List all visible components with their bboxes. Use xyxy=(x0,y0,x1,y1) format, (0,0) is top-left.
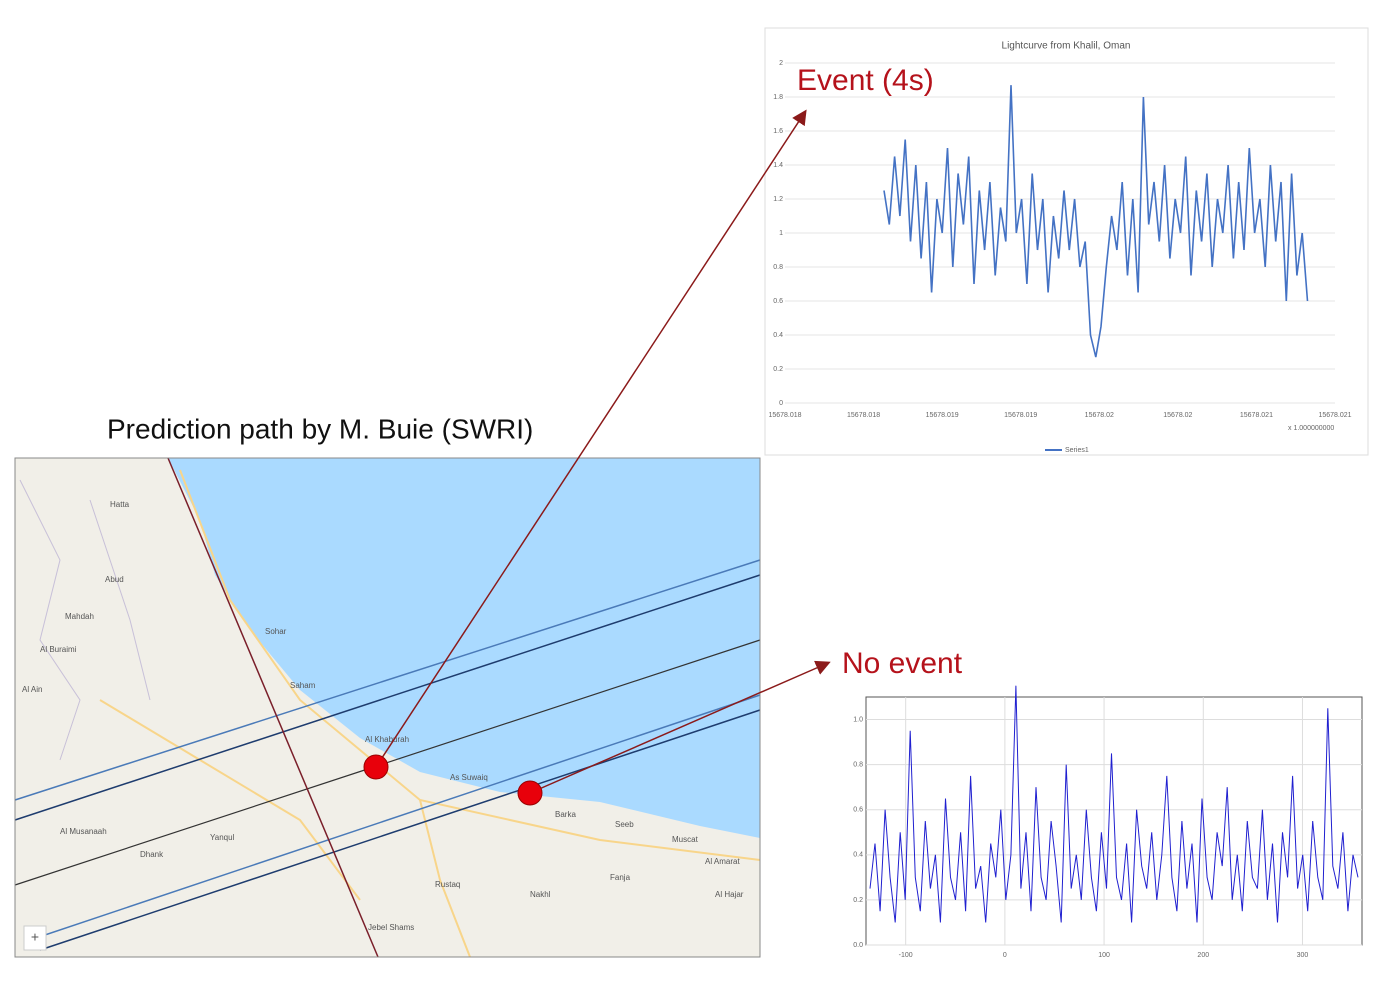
x-tick-label: 15678.018 xyxy=(847,412,880,419)
x-tick-label: 200 xyxy=(1197,952,1209,959)
map-label: Mahdah xyxy=(65,612,94,621)
x-tick-label: 0 xyxy=(1003,952,1007,959)
x-tick-label: 300 xyxy=(1297,952,1309,959)
y-tick-label: 2 xyxy=(779,60,783,67)
x-tick-label: 15678.02 xyxy=(1085,412,1114,419)
map-frame xyxy=(14,457,761,958)
map-label: Saham xyxy=(290,681,316,690)
y-tick-label: 0.2 xyxy=(853,897,863,904)
map-sea xyxy=(168,458,760,838)
y-tick-label: 1.0 xyxy=(853,716,863,723)
arrow xyxy=(529,660,831,794)
x-tick-label: 15678.018 xyxy=(768,412,801,419)
prediction-lines xyxy=(14,457,761,958)
map-roads xyxy=(99,469,761,958)
y-tick-label: 0.8 xyxy=(773,264,783,271)
chart-frame xyxy=(764,27,1369,456)
y-tick-label: 0.4 xyxy=(773,332,783,339)
map-label: Rustaq xyxy=(435,880,460,889)
x-tick-label: 15678.021 xyxy=(1240,412,1273,419)
y-tick-label: 0.2 xyxy=(773,366,783,373)
map-label: Al Amarat xyxy=(705,857,740,866)
map-label: Sohar xyxy=(265,627,287,636)
x-tick-label: 100 xyxy=(1098,952,1110,959)
y-tick-label: 0.0 xyxy=(853,942,863,949)
zoom-text[interactable]: + xyxy=(31,929,39,945)
map-label: Jebel Shams xyxy=(368,923,414,932)
map-label: Dhank xyxy=(140,850,164,859)
map-label: Hatta xyxy=(110,500,130,509)
map-label: Yanqul xyxy=(210,833,235,842)
map-title: Prediction path by M. Buie (SWRI) xyxy=(107,413,533,444)
lightcurve-chart: Lightcurve from Khalil, Oman x 1.0000000… xyxy=(764,27,1369,456)
y-tick-label: 0.8 xyxy=(853,761,863,768)
map-label: Al Musanaah xyxy=(60,827,107,836)
legend-label: Series1 xyxy=(1065,447,1089,454)
observer-no-event xyxy=(517,780,543,806)
map-label: Al Buraimi xyxy=(40,645,77,654)
x-tick-label: -100 xyxy=(899,952,913,959)
y-tick-label: 1.4 xyxy=(773,162,783,169)
map-label: Barka xyxy=(555,810,576,819)
no-event-chart: 0.0 0.2 0.4 0.6 0.8 1.0 -100 0 100 200 300 xyxy=(853,685,1363,959)
line-series xyxy=(883,85,1309,358)
y-tick-label: 1.2 xyxy=(773,196,783,203)
map-label: Al Khaburah xyxy=(365,735,409,744)
map-label: Al Hajar xyxy=(715,890,744,899)
x-tick-label: 15678.019 xyxy=(1004,412,1037,419)
map-label: Al Ain xyxy=(22,685,42,694)
observer-event xyxy=(363,754,389,780)
y-tick-label: 1.8 xyxy=(773,94,783,101)
map-label: As Suwaiq xyxy=(450,773,488,782)
y-tick-label: 0.4 xyxy=(853,852,863,859)
line-series xyxy=(869,685,1359,923)
y-tick-label: 0.6 xyxy=(853,807,863,814)
x-tick-label: 15678.021 xyxy=(1318,412,1351,419)
arrow xyxy=(375,109,807,768)
map-label: Abud xyxy=(105,575,124,584)
x-tick-label: 15678.019 xyxy=(926,412,959,419)
y-tick-label: 0 xyxy=(779,400,783,407)
y-tick-label: 1.6 xyxy=(773,128,783,135)
x-multiplier: x 1.000000000 xyxy=(1288,425,1334,432)
no-event-label: No event xyxy=(842,647,963,680)
map-label: Fanja xyxy=(610,873,631,882)
map-borders xyxy=(19,479,151,761)
map-label: Muscat xyxy=(672,835,699,844)
y-tick-label: 0.6 xyxy=(773,298,783,305)
map-label: Seeb xyxy=(615,820,634,829)
chart-title: Lightcurve from Khalil, Oman xyxy=(1002,41,1131,52)
map-label: Nakhl xyxy=(530,890,551,899)
y-tick-label: 1 xyxy=(779,230,783,237)
x-tick-label: 15678.02 xyxy=(1163,412,1192,419)
event-label: Event (4s) xyxy=(797,64,934,97)
map: + Hatta Abud Mahdah Al Buraimi Al Ain Sohar Sa… xyxy=(14,457,761,958)
zoom-button[interactable] xyxy=(23,925,47,951)
